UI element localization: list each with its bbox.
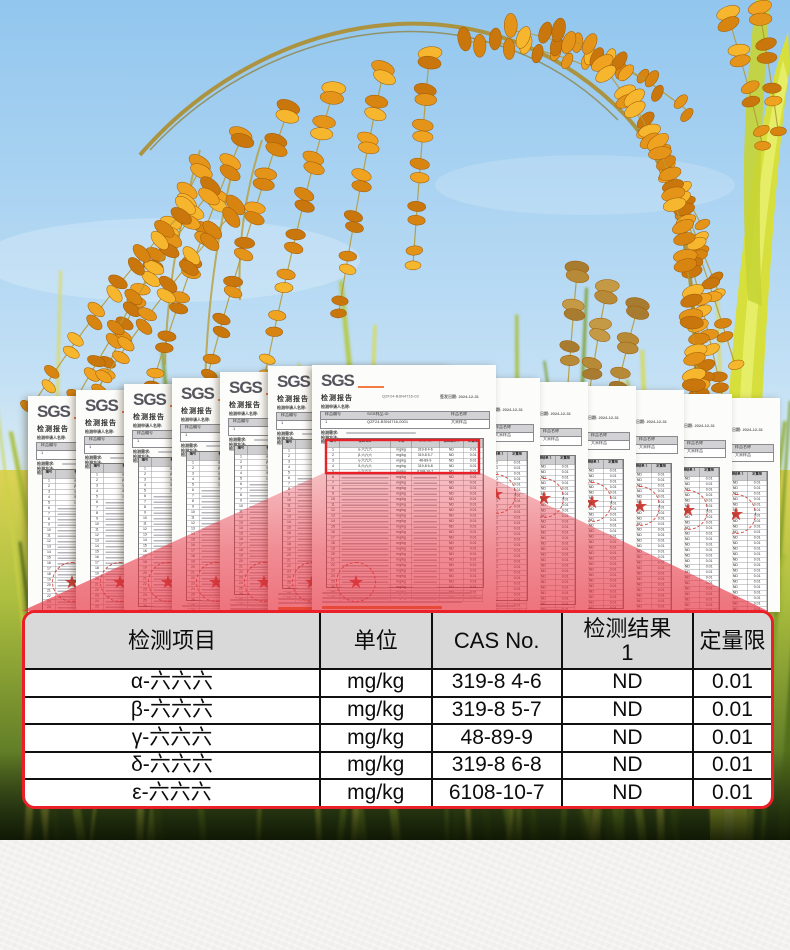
applicant-label: 检测申请人名称: [181,417,211,423]
table-cell: 319-8 4-6 [430,670,561,696]
sgs-logo: SGS [181,384,215,403]
table-cell: 319-8 5-7 [430,697,561,724]
red-star-seal: ★ [336,562,376,602]
info-label: 检测需求: [229,437,247,443]
column-header: 检测项目 [127,627,216,653]
partial-heading: 零药生好品质 [54,932,564,950]
report-title: 检测报告 [85,420,117,427]
issue-date: 签发日期: 2024-12-31 [676,423,715,429]
sgs-orange-mark [358,386,384,388]
table-row: γ-六六六 mg/kg 48-89-9 ND 0.01 [25,723,771,751]
table-cell: α-六六六 [130,670,214,694]
table-cell: β-六六六 [130,698,213,722]
table-cell: 0.01 [691,670,771,696]
applicant-label: 检测申请人名称: [37,435,67,441]
table-row: α-六六六 mg/kg 319-8 4-6 ND 0.01 [25,668,771,696]
table-cell: 6108-10-7 [430,780,561,806]
column-header: 单位 [318,613,431,668]
test-result-table: 检测项目 单位 CAS No. 检测结果 1 定量限 α-六六六 mg/kg 319-8 4-6… [22,610,774,809]
table-cell: ND [560,725,692,751]
info-label: 检测需求: [133,449,151,455]
table-row: ε-六六六 mg/kg 6108-10-7 ND 0.01 [25,778,771,806]
table-row: δ-六六六 mg/kg 319-8 6-8 ND 0.01 [25,750,771,779]
table-cell: ND [560,780,692,806]
table-cell: 0.01 [691,780,771,806]
info-label: 检测需求: [85,455,103,461]
sgs-logo: SGS [133,390,167,409]
issue-date: 签发日期: 2024-12-31 [532,411,571,417]
issue-date: 签发日期: 2024-12-31 [440,394,479,400]
issue-date: 签发日期: 2024-12-31 [628,419,667,425]
sgs-logo: SGS [229,378,263,397]
report-title: 检测报告 [321,395,353,402]
sgs-document: SGS 检测报告 QZF24-BSN4716-03 签发日期: 2024-12-31 检… [312,365,496,612]
sgs-logo: SGS [321,371,355,390]
table-cell: mg/kg [318,725,431,751]
table-cell: ε-六六六 [132,780,212,804]
report-title: 检测报告 [229,402,261,409]
info-label: 检测方法: [229,442,246,448]
applicant-label: 检测申请人名称: [85,429,115,435]
report-code: QZF24-BSN4716-03 [382,394,419,399]
column-header: 定量限 [691,613,771,668]
column-header: CAS No. [430,613,561,668]
sgs-logo: SGS [277,372,311,391]
table-header-row: 检测项目 单位 CAS No. 检测结果 1 定量限 [25,613,771,668]
table-cell: γ-六六六 [131,725,213,749]
report-title: 检测报告 [133,414,165,421]
info-label: 检测方法: [85,460,102,466]
bottom-white-section: 零药生好品质 [0,840,790,950]
table-cell: mg/kg [318,780,431,806]
table-cell: ND [560,670,692,696]
applicant-label: 检测申请人名称: [321,404,351,410]
table-cell: mg/kg [318,670,431,696]
info-label: 检测需求: [321,430,339,436]
sgs-logo: SGS [37,402,71,421]
table-cell: 0.01 [691,725,771,751]
table-cell: ND [560,697,692,724]
report-title: 检测报告 [277,396,309,403]
table-cell: mg/kg [318,752,431,779]
info-label: 检测方法: [181,448,198,454]
info-label: 检测方法: [321,435,338,441]
report-title: 检测报告 [37,426,69,433]
table-row: β-六六六 mg/kg 319-8 5-7 ND 0.01 [25,695,771,724]
column-header: 检测结果 1 [560,613,692,668]
table-cell: 0.01 [691,697,771,724]
sgs-logo: SGS [85,396,119,415]
issue-date: 签发日期: 2024-12-31 [484,407,523,413]
applicant-label: 检测申请人名称: [133,423,163,429]
table-cell: 0.01 [691,752,771,779]
applicant-label: 检测申请人名称: [229,411,259,417]
info-label: 检测方法: [277,436,294,442]
info-label: 检测需求: [37,461,55,467]
applicant-label: 检测申请人名称: [277,405,307,411]
report-title: 检测报告 [181,408,213,415]
issue-date: 签发日期: 2024-12-31 [580,415,619,421]
info-label: 检测需求: [277,431,295,437]
table-cell: 48-89-9 [430,725,561,751]
info-label: 检测方法: [133,454,150,460]
info-label: 检测方法: [37,466,54,472]
table-cell: 319-8 6-8 [430,752,561,779]
table-cell: δ-六六六 [131,753,213,777]
info-label: 检测需求: [181,443,199,449]
issue-date: 签发日期: 2024-12-31 [724,427,763,433]
table-cell: mg/kg [318,697,431,724]
table-cell: ND [560,752,692,779]
